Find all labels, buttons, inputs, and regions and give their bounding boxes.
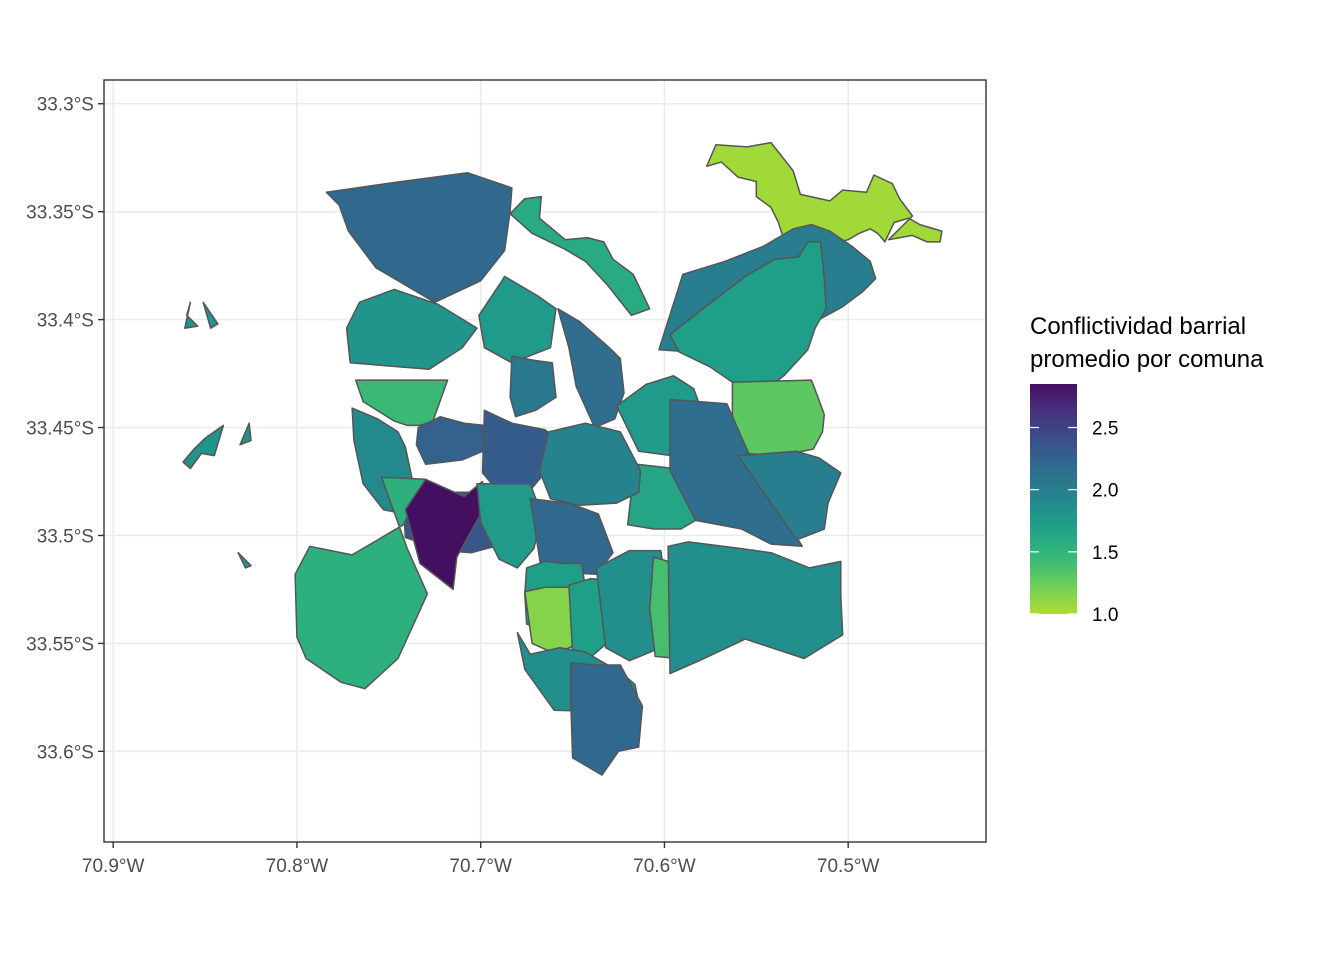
comuna-region-19 <box>404 478 484 591</box>
legend-tick-label: 1.5 <box>1092 543 1118 564</box>
y-tick-label: 33.4°S <box>37 311 94 332</box>
comuna-region-32 <box>184 301 199 329</box>
comuna-regions <box>182 141 943 776</box>
comuna-region-18 <box>294 476 429 690</box>
comuna-region-20 <box>476 482 543 569</box>
y-tick-label: 33.55°S <box>26 634 94 655</box>
y-tick-label: 33.3°S <box>37 95 94 116</box>
comuna-region-4 <box>669 241 827 401</box>
comuna-region-17 <box>538 422 642 507</box>
y-tick-label: 33.35°S <box>26 203 94 224</box>
comuna-region-7 <box>478 275 557 364</box>
comuna-region-31 <box>737 450 842 541</box>
comuna-region-1 <box>325 172 513 304</box>
comuna-region-5 <box>731 379 826 457</box>
comuna-region-33 <box>202 301 219 329</box>
legend-title-line-1: promedio por comuna <box>1030 346 1264 373</box>
x-tick-label: 70.7°W <box>449 856 512 877</box>
legend-title-line-0: Conflictividad barrial <box>1030 313 1246 340</box>
legend-tick-label: 2.5 <box>1092 419 1118 440</box>
comuna-region-6 <box>345 288 478 371</box>
legend-tick-label: 1.0 <box>1092 605 1118 626</box>
panel-border <box>103 79 987 843</box>
y-tick-label: 33.45°S <box>26 419 94 440</box>
y-tick-label: 33.5°S <box>37 526 94 547</box>
y-tick-label: 33.6°S <box>37 742 94 763</box>
comuna-region-30 <box>669 398 803 548</box>
comuna-region-36 <box>237 551 252 569</box>
comuna-region-8 <box>557 308 625 429</box>
legend-colorbar <box>1030 384 1077 614</box>
x-tick-label: 70.6°W <box>633 856 696 877</box>
comuna-region-2 <box>509 195 651 317</box>
comuna-region-9 <box>509 355 557 418</box>
comuna-region-29 <box>569 662 644 776</box>
x-tick-label: 70.8°W <box>266 856 329 877</box>
legend: Conflictividad barrial promedio por comun… <box>1030 313 1264 626</box>
x-tick-label: 70.9°W <box>82 856 145 877</box>
comuna-region-35 <box>239 422 252 446</box>
comuna-region-34 <box>182 424 225 470</box>
x-tick-label: 70.5°W <box>817 856 880 877</box>
comuna-region-13 <box>415 415 486 465</box>
comuna-region-27 <box>667 541 844 675</box>
axes: 70.9°W 70.8°W 70.7°W 70.6°W 70.5°W 33.3°S 33.3… <box>26 95 879 877</box>
legend-tick-label: 2.0 <box>1092 481 1118 502</box>
